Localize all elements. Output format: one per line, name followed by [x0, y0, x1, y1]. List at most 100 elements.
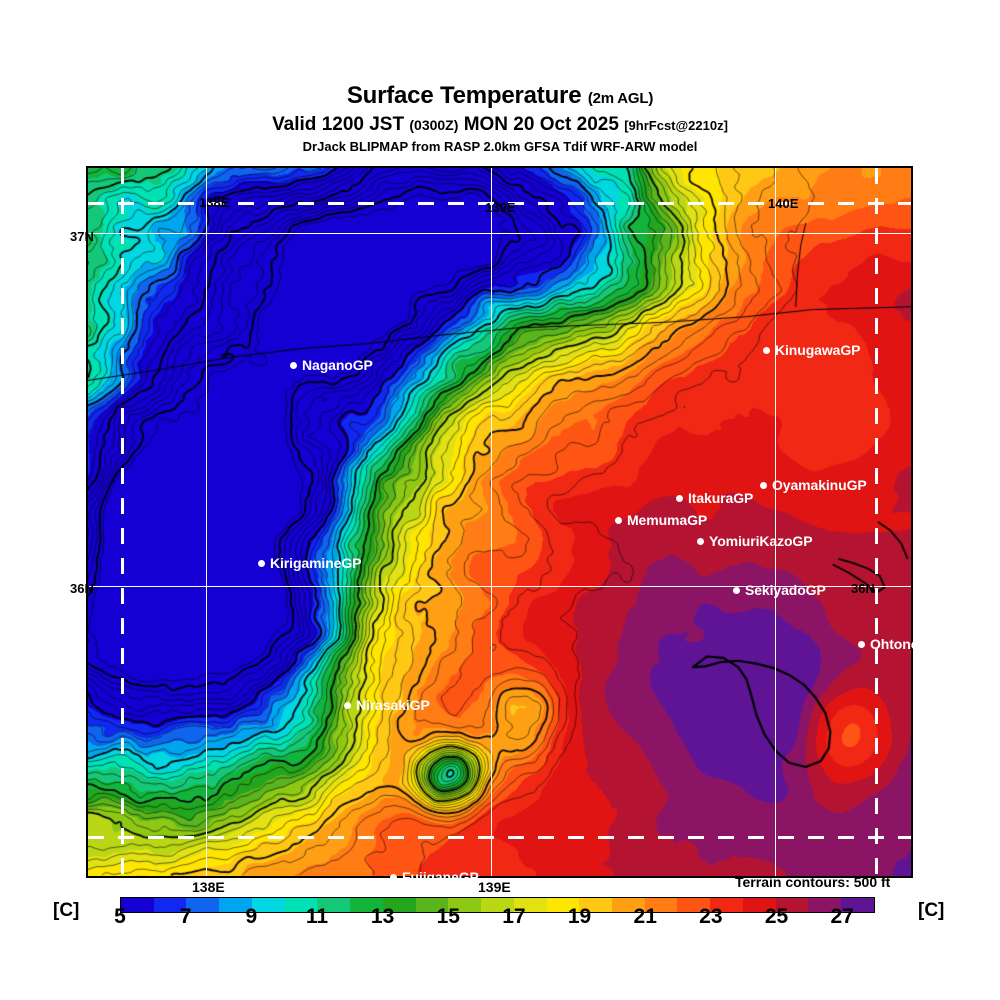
temperature-field-canvas — [88, 168, 911, 876]
colorbar-segment — [841, 898, 874, 912]
colorbar-tick-27: 27 — [830, 905, 854, 928]
temperature-map[interactable] — [86, 166, 913, 878]
domain-box-top — [88, 202, 911, 205]
graticule-lat-37 — [88, 233, 911, 234]
colorbar-tick-11: 11 — [305, 905, 329, 928]
domain-box-bottom — [88, 836, 911, 839]
colorbar-segment — [121, 898, 154, 912]
axis-label-138e: 138E — [192, 879, 225, 895]
station-label: KinugawaGP — [775, 342, 861, 358]
station-dot-icon — [733, 586, 740, 594]
graticule-label-36n-5: 36N — [851, 581, 875, 596]
terrain-contour-note: Terrain contours: 500 ft — [735, 874, 891, 890]
station-marker[interactable]: KinugawaGP — [763, 343, 860, 357]
colorbar-segment — [546, 898, 580, 912]
colorbar-segment — [742, 898, 776, 912]
graticule-label-139e-1: 139E — [485, 200, 516, 215]
colorbar-segment — [775, 898, 809, 912]
colorbar-segment — [513, 898, 547, 912]
colorbar-tick-5: 5 — [114, 905, 126, 928]
graticule-lon-139 — [491, 168, 492, 876]
colorbar-tick-17: 17 — [502, 905, 526, 928]
colorbar-segment — [677, 898, 711, 912]
graticule-lon-140 — [775, 168, 776, 876]
station-label: KirigamineGP — [270, 555, 362, 571]
station-marker[interactable]: KirigamineGP — [258, 556, 361, 570]
colorbar-segment — [317, 898, 351, 912]
colorbar-segment — [808, 898, 842, 912]
colorbar-unit-right: [C] — [918, 900, 945, 921]
station-marker[interactable]: YomiuriKazoGP — [697, 533, 813, 549]
station-label: NirasakiGP — [356, 697, 430, 713]
forecast-tag: [9hrFcst@2210z] — [624, 118, 728, 133]
domain-box-left — [121, 168, 124, 876]
graticule-lat-36 — [88, 586, 911, 587]
colorbar-tick-15: 15 — [436, 905, 460, 928]
title-main: Surface Temperature — [346, 82, 582, 109]
station-marker[interactable]: Ohtone — [858, 636, 919, 652]
title-block: Surface Temperature (2m AGL) Valid 1200 … — [0, 84, 1000, 155]
colorbar-segment — [415, 898, 449, 912]
colorbar-segment — [612, 898, 645, 912]
colorbar-unit-left: [C] — [53, 900, 80, 921]
station-marker[interactable]: OyamakinuGP — [760, 478, 867, 492]
colorbar-tick-19: 19 — [567, 905, 592, 928]
colorbar-segment — [448, 898, 482, 912]
station-dot-icon — [344, 701, 351, 709]
station-label: Ohtone — [870, 636, 919, 652]
colorbar-segment — [251, 898, 285, 912]
valid-utc: (0300Z) — [409, 117, 459, 133]
page-title: Surface Temperature (2m AGL) — [0, 84, 1000, 111]
colorbar[interactable] — [120, 897, 875, 913]
colorbar-segment — [219, 898, 252, 912]
station-marker[interactable]: FujiganeGP — [390, 870, 479, 884]
station-marker[interactable]: ItakuraGP — [676, 491, 753, 505]
station-marker[interactable]: SekiyadoGP — [733, 583, 826, 597]
station-label: YomiuriKazoGP — [709, 533, 813, 549]
station-marker[interactable]: MemumaGP — [615, 513, 707, 527]
station-dot-icon — [258, 559, 265, 567]
colorbar-segment — [481, 898, 514, 912]
graticule-label-36n-4: 36N — [70, 581, 94, 596]
title-superscript: (2m AGL) — [587, 90, 654, 107]
station-label: MemumaGP — [627, 512, 708, 528]
graticule-lon-138 — [206, 168, 207, 876]
station-label: OyamakinuGP — [772, 477, 867, 493]
station-dot-icon — [676, 494, 683, 502]
valid-date: MON 20 Oct 2025 — [463, 114, 619, 135]
graticule-label-37n-3: 37N — [70, 229, 94, 244]
colorbar-tick-25: 25 — [764, 905, 789, 928]
station-marker[interactable]: NirasakiGP — [344, 698, 430, 712]
colorbar-segment — [284, 898, 318, 912]
colorbar-segment — [382, 898, 416, 912]
graticule-label-140e-2: 140E — [768, 196, 799, 211]
station-label: ItakuraGP — [688, 490, 754, 506]
colorbar-segment — [350, 898, 383, 912]
axis-label-139e: 139E — [478, 879, 511, 895]
station-marker[interactable]: NaganoGP — [290, 358, 373, 372]
station-label: FujiganeGP — [402, 869, 479, 885]
colorbar-tick-21: 21 — [633, 905, 657, 928]
station-label: NaganoGP — [302, 357, 373, 373]
colorbar-segment — [186, 898, 220, 912]
colorbar-tick-13: 13 — [370, 905, 395, 928]
valid-time-line: Valid 1200 JST (0300Z) MON 20 Oct 2025 [… — [0, 114, 1000, 137]
graticule-label-138e-0: 138E — [199, 195, 230, 210]
station-dot-icon — [760, 481, 767, 489]
colorbar-tick-7: 7 — [179, 905, 192, 928]
colorbar-tick-9: 9 — [245, 905, 258, 928]
valid-prefix: Valid 1200 JST — [272, 114, 405, 135]
colorbar-segment — [644, 898, 678, 912]
colorbar-segment — [579, 898, 613, 912]
domain-box-right — [875, 168, 878, 876]
station-dot-icon — [615, 516, 622, 524]
colorbar-tick-23: 23 — [699, 905, 723, 928]
station-dot-icon — [697, 537, 704, 545]
station-dot-icon — [763, 346, 770, 354]
station-dot-icon — [390, 873, 397, 881]
colorbar-segment — [153, 898, 187, 912]
colorbar-segment — [710, 898, 743, 912]
station-label: SekiyadoGP — [745, 582, 826, 598]
station-dot-icon — [290, 361, 297, 369]
